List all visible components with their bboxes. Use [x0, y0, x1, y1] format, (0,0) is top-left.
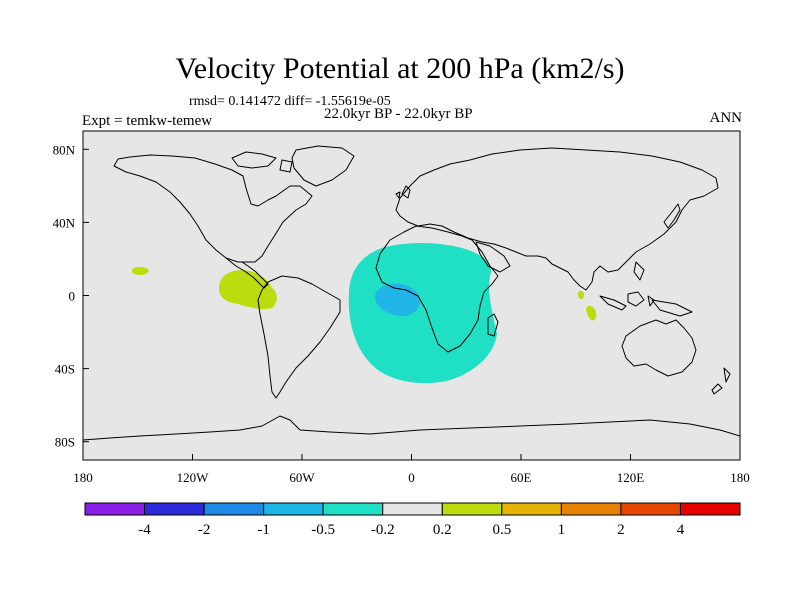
colorbar-box — [560, 502, 622, 516]
colorbar-box — [144, 502, 205, 516]
colorbar-label: 4 — [677, 522, 685, 538]
coastline-japan — [663, 203, 681, 229]
lon-tick-label: 60E — [511, 470, 532, 485]
colorbar-box — [501, 502, 562, 516]
negative-region-atlantic-africa — [348, 243, 497, 384]
map-title: Velocity Potential at 200 hPa (km2/s) — [175, 52, 625, 85]
lon-tick-label: 60W — [289, 470, 315, 485]
period-text: 22.0kyr BP - 22.0kyr BP — [324, 106, 473, 122]
lon-tick-label: 120E — [617, 470, 645, 485]
coastline-africa — [375, 225, 499, 353]
coastline-antarctica — [83, 415, 740, 441]
coastline-arabia — [475, 241, 511, 273]
lon-tick-label: 180 — [73, 470, 93, 485]
colorbar-box — [441, 502, 503, 516]
colorbar: -4 -2 -1 -0.5 -0.2 0.2 0.5 1 2 4 — [84, 502, 741, 538]
positive-region-bay-of-bengal — [578, 290, 584, 300]
coastline-north-america — [113, 154, 313, 263]
colorbar-label: 0.5 — [492, 522, 511, 538]
lat-tick-label: 80N — [53, 142, 76, 157]
lat-tick-label: 0 — [69, 289, 76, 304]
coastline-south-america — [257, 275, 341, 399]
colorbar-label: -0.5 — [311, 522, 335, 538]
colorbar-label: -0.2 — [371, 522, 395, 538]
colorbar-box — [263, 502, 324, 516]
colorbar-box — [620, 502, 681, 516]
positive-region-north-pacific — [131, 266, 149, 275]
experiment-label: Expt = temkw-temew — [82, 113, 213, 129]
colorbar-label: 1 — [558, 522, 566, 538]
colorbar-box — [322, 502, 384, 516]
coastline-eurasia — [395, 147, 719, 291]
colorbar-label: -1 — [257, 522, 270, 538]
longitude-axis: 180 120W 60W 0 60E 120E 180 — [73, 454, 750, 485]
anomaly-fills — [131, 243, 597, 384]
lat-tick-label: 40S — [55, 362, 75, 377]
lon-tick-label: 120W — [177, 470, 210, 485]
colorbar-box — [84, 502, 146, 516]
coastline-arctic-islands — [231, 151, 293, 173]
season-label: ANN — [709, 110, 743, 126]
positive-region-east-pacific — [219, 270, 277, 310]
coastline-british-isles — [395, 185, 411, 199]
lat-tick-label: 40N — [53, 215, 76, 230]
coastline-new-zealand — [711, 367, 731, 395]
colorbar-box — [382, 502, 443, 516]
latitude-axis: 80N 40N 0 40S 80S — [53, 142, 89, 450]
lat-tick-label: 80S — [55, 435, 75, 450]
coastline-greenland — [291, 145, 355, 187]
coastlines — [83, 145, 740, 441]
positive-region-indian-ocean — [586, 305, 597, 321]
colorbar-label: -4 — [138, 522, 151, 538]
colorbar-label: 2 — [617, 522, 625, 538]
colorbar-label: -2 — [198, 522, 211, 538]
stats-text: rmsd= 0.141472 diff= -1.55619e-05 — [189, 94, 391, 109]
colorbar-label: 0.2 — [433, 522, 452, 538]
colorbar-box — [679, 502, 741, 516]
coastline-australia — [621, 319, 697, 377]
lon-tick-label: 180 — [730, 470, 750, 485]
colorbar-box — [203, 502, 265, 516]
coastline-southeast-asia-islands — [599, 261, 693, 317]
lon-tick-label: 0 — [408, 470, 415, 485]
coastline-madagascar — [487, 313, 499, 337]
